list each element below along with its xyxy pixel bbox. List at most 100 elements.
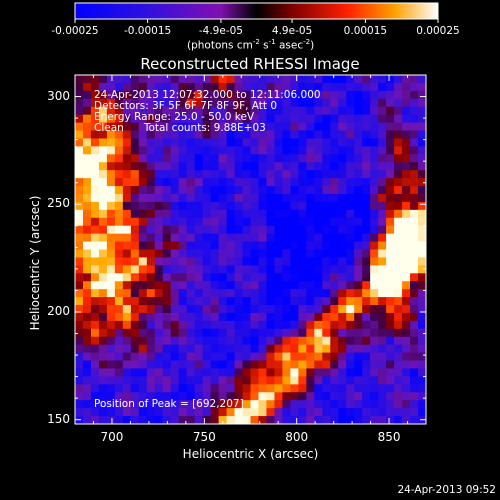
heatmap-cell: [106, 170, 116, 179]
heatmap-cell: [306, 178, 315, 187]
heatmap-cell: [242, 154, 252, 163]
heatmap-cell: [282, 114, 291, 124]
heatmap-cell: [242, 90, 252, 100]
heatmap-cell: [242, 368, 252, 378]
heatmap-cell: [98, 122, 108, 132]
heatmap-cell: [418, 98, 426, 108]
heatmap-cell: [250, 368, 260, 378]
heatmap-cell: [322, 305, 331, 314]
heatmap-cell: [410, 352, 419, 362]
heatmap-cell: [194, 289, 204, 298]
heatmap-cell: [234, 384, 244, 393]
heatmap-cell: [122, 122, 132, 132]
heatmap-cell: [210, 217, 220, 227]
heatmap-cell: [418, 146, 426, 155]
heatmap-cell: [138, 352, 148, 362]
heatmap-cell: [90, 130, 100, 140]
heatmap-cell: [130, 360, 140, 370]
heatmap-cell: [394, 241, 403, 251]
heatmap-cell: [298, 408, 307, 417]
heatmap-cell: [298, 201, 307, 211]
heatmap-cell: [386, 162, 395, 171]
heatmap-cell: [402, 289, 411, 298]
heatmap-cell: [114, 273, 124, 282]
heatmap-cell: [290, 178, 299, 187]
heatmap-cell: [290, 297, 299, 306]
heatmap-cell: [410, 328, 419, 338]
heatmap-cell: [250, 312, 260, 322]
heatmap-cell: [410, 138, 419, 147]
heatmap-cell: [194, 257, 204, 266]
heatmap-cell: [138, 130, 148, 140]
heatmap-cell: [130, 249, 140, 259]
heatmap-cell: [82, 209, 92, 219]
heatmap-cell: [90, 408, 100, 417]
heatmap-cell: [138, 90, 148, 100]
heatmap-cell: [346, 225, 355, 235]
heatmap-cell: [338, 201, 347, 211]
heatmap-cell: [154, 297, 164, 306]
heatmap-cell: [338, 193, 347, 203]
heatmap-cell: [386, 233, 395, 243]
heatmap-cell: [386, 265, 395, 274]
heatmap-cell: [314, 384, 323, 393]
heatmap-cell: [194, 82, 204, 92]
heatmap-cell: [130, 138, 140, 147]
heatmap-cell: [146, 82, 156, 92]
heatmap-cell: [218, 344, 228, 354]
heatmap-cell: [314, 138, 323, 147]
heatmap-cell: [394, 249, 403, 259]
heatmap-cell: [170, 75, 180, 84]
heatmap-cell: [202, 122, 212, 132]
heatmap-cell: [138, 154, 148, 163]
heatmap-cell: [90, 90, 100, 100]
heatmap-cell: [250, 170, 260, 179]
heatmap-cell: [282, 217, 291, 227]
heatmap-cell: [202, 201, 212, 211]
heatmap-cell: [362, 90, 371, 100]
heatmap-cell: [290, 257, 299, 266]
heatmap-cell: [330, 273, 339, 282]
heatmap-cell: [322, 336, 331, 346]
heatmap-cell: [194, 209, 204, 219]
heatmap-cell: [122, 82, 132, 92]
heatmap-cell: [218, 376, 228, 385]
heatmap-cell: [242, 265, 252, 274]
heatmap-cell: [234, 82, 244, 92]
heatmap-cell: [234, 328, 244, 338]
heatmap-cell: [130, 297, 140, 306]
heatmap-cell: [202, 336, 212, 346]
heatmap-cell: [282, 154, 291, 163]
heatmap-cell: [394, 297, 403, 306]
heatmap-cell: [178, 122, 188, 132]
heatmap-cell: [346, 217, 355, 227]
heatmap-cell: [130, 90, 140, 100]
heatmap-cell: [178, 352, 188, 362]
heatmap-cell: [106, 336, 116, 346]
heatmap-cell: [298, 257, 307, 266]
heatmap-cell: [98, 297, 108, 306]
heatmap-cell: [378, 408, 387, 417]
heatmap-cell: [90, 170, 100, 179]
heatmap-cell: [250, 233, 260, 243]
heatmap-cell: [266, 209, 276, 219]
heatmap-cell: [330, 312, 339, 322]
heatmap-cell: [98, 376, 108, 385]
heatmap-cell: [250, 384, 260, 393]
heatmap-cell: [170, 162, 180, 171]
heatmap-cell: [226, 114, 236, 124]
heatmap-cell: [282, 98, 291, 108]
heatmap-cell: [122, 257, 132, 266]
heatmap-cell: [354, 170, 363, 179]
heatmap-cell: [106, 154, 116, 163]
heatmap-cell: [242, 249, 252, 259]
heatmap-cell: [282, 233, 291, 243]
heatmap-cell: [378, 209, 387, 219]
heatmap-cell: [250, 281, 260, 290]
heatmap-cell: [114, 305, 124, 314]
heatmap-cell: [266, 312, 276, 322]
colorbar-tick-label: -0.00025: [51, 25, 99, 37]
heatmap-cell: [82, 193, 92, 203]
heatmap-cell: [242, 122, 252, 132]
heatmap-cell: [154, 336, 164, 346]
